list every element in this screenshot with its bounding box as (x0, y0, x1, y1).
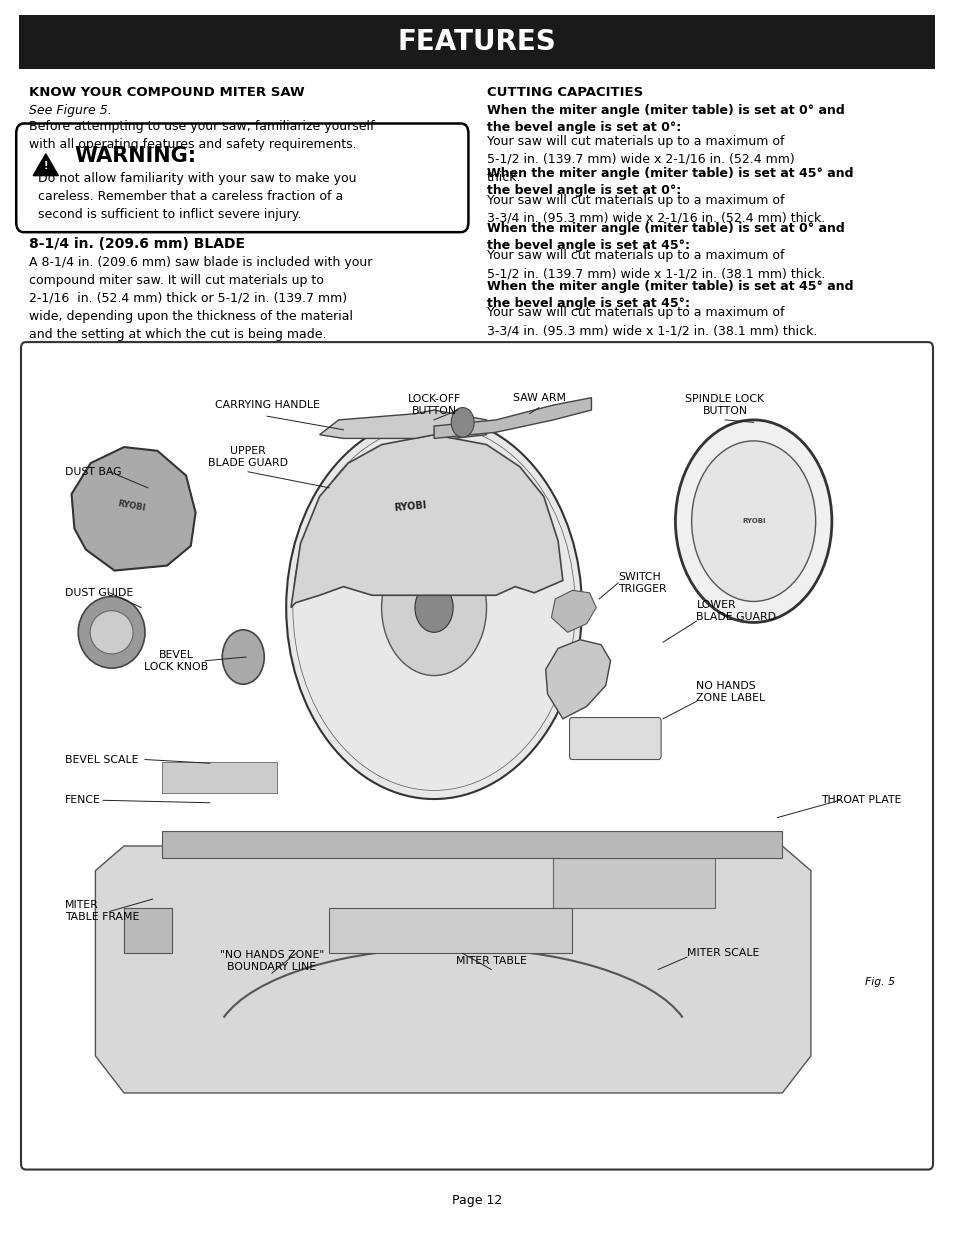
Text: 8-1/4 in. (209.6 mm) BLADE: 8-1/4 in. (209.6 mm) BLADE (29, 237, 244, 251)
FancyBboxPatch shape (553, 858, 715, 908)
Text: RYOBI: RYOBI (741, 519, 764, 524)
Polygon shape (33, 154, 58, 175)
Text: MITER SCALE: MITER SCALE (686, 948, 759, 958)
FancyBboxPatch shape (19, 15, 934, 69)
FancyBboxPatch shape (162, 762, 276, 793)
Text: When the miter angle (miter table) is set at 45° and
the bevel angle is set at 0: When the miter angle (miter table) is se… (486, 167, 852, 196)
Text: FEATURES: FEATURES (397, 28, 556, 56)
Text: DUST BAG: DUST BAG (65, 467, 121, 477)
Text: BEVEL SCALE: BEVEL SCALE (65, 755, 138, 764)
Text: CARRYING HANDLE: CARRYING HANDLE (214, 400, 319, 410)
Text: UPPER
BLADE GUARD: UPPER BLADE GUARD (208, 446, 288, 468)
Text: THROAT PLATE: THROAT PLATE (821, 795, 901, 805)
Text: KNOW YOUR COMPOUND MITER SAW: KNOW YOUR COMPOUND MITER SAW (29, 86, 304, 100)
Text: SPINDLE LOCK
BUTTON: SPINDLE LOCK BUTTON (685, 394, 763, 416)
Text: When the miter angle (miter table) is set at 45° and
the bevel angle is set at 4: When the miter angle (miter table) is se… (486, 280, 852, 310)
Circle shape (381, 540, 486, 676)
Text: RYOBI: RYOBI (393, 500, 427, 513)
FancyBboxPatch shape (16, 124, 468, 232)
Circle shape (415, 583, 453, 632)
Text: NO HANDS
ZONE LABEL: NO HANDS ZONE LABEL (696, 680, 764, 703)
Text: Your saw will cut materials up to a maximum of
3-3/4 in. (95.3 mm) wide x 1-1/2 : Your saw will cut materials up to a maxi… (486, 306, 816, 337)
Circle shape (675, 420, 831, 622)
Text: MITER
TABLE FRAME: MITER TABLE FRAME (65, 900, 139, 923)
Text: LOCK-OFF
BUTTON: LOCK-OFF BUTTON (407, 394, 460, 416)
Polygon shape (71, 447, 195, 571)
Text: Your saw will cut materials up to a maximum of
3-3/4 in. (95.3 mm) wide x 2-1/16: Your saw will cut materials up to a maxi… (486, 194, 824, 225)
FancyBboxPatch shape (569, 718, 660, 760)
Text: SWITCH
TRIGGER: SWITCH TRIGGER (618, 572, 666, 594)
Polygon shape (551, 590, 596, 632)
Text: Fig. 5: Fig. 5 (864, 977, 894, 987)
Text: Do not allow familiarity with your saw to make you
careless. Remember that a car: Do not allow familiarity with your saw t… (38, 172, 356, 221)
Text: LOWER
BLADE GUARD: LOWER BLADE GUARD (696, 600, 776, 622)
FancyBboxPatch shape (162, 831, 781, 858)
Text: Page 12: Page 12 (452, 1194, 501, 1207)
Polygon shape (434, 398, 591, 438)
Polygon shape (545, 640, 610, 719)
Text: A 8-1/4 in. (209.6 mm) saw blade is included with your
compound miter saw. It wi: A 8-1/4 in. (209.6 mm) saw blade is incl… (29, 256, 372, 341)
Text: BEVEL
LOCK KNOB: BEVEL LOCK KNOB (144, 650, 209, 672)
Text: RYOBI: RYOBI (117, 499, 146, 514)
Text: WARNING:: WARNING: (74, 146, 196, 165)
Text: SAW ARM: SAW ARM (512, 393, 565, 403)
Circle shape (451, 408, 474, 437)
Polygon shape (124, 908, 172, 953)
Text: MITER TABLE: MITER TABLE (456, 956, 526, 966)
Ellipse shape (90, 611, 133, 655)
Text: "NO HANDS ZONE"
BOUNDARY LINE: "NO HANDS ZONE" BOUNDARY LINE (219, 950, 324, 972)
Polygon shape (291, 435, 562, 608)
Text: When the miter angle (miter table) is set at 0° and
the bevel angle is set at 45: When the miter angle (miter table) is se… (486, 222, 843, 252)
Polygon shape (95, 846, 810, 1093)
Circle shape (222, 630, 264, 684)
Text: When the miter angle (miter table) is set at 0° and
the bevel angle is set at 0°: When the miter angle (miter table) is se… (486, 104, 843, 133)
Text: FENCE: FENCE (65, 795, 101, 805)
Circle shape (286, 416, 581, 799)
Circle shape (691, 441, 815, 601)
Text: DUST GUIDE: DUST GUIDE (65, 588, 133, 598)
Text: CUTTING CAPACITIES: CUTTING CAPACITIES (486, 86, 642, 100)
Ellipse shape (78, 597, 145, 668)
Text: Your saw will cut materials up to a maximum of
5-1/2 in. (139.7 mm) wide x 2-1/1: Your saw will cut materials up to a maxi… (486, 135, 794, 184)
Text: !: ! (44, 161, 48, 172)
Text: Your saw will cut materials up to a maximum of
5-1/2 in. (139.7 mm) wide x 1-1/2: Your saw will cut materials up to a maxi… (486, 249, 824, 280)
Polygon shape (329, 908, 572, 953)
FancyBboxPatch shape (21, 342, 932, 1170)
Text: See Figure 5.: See Figure 5. (29, 104, 112, 117)
Polygon shape (319, 410, 486, 438)
Text: Before attempting to use your saw, familiarize yourself
with all operating featu: Before attempting to use your saw, famil… (29, 120, 374, 151)
